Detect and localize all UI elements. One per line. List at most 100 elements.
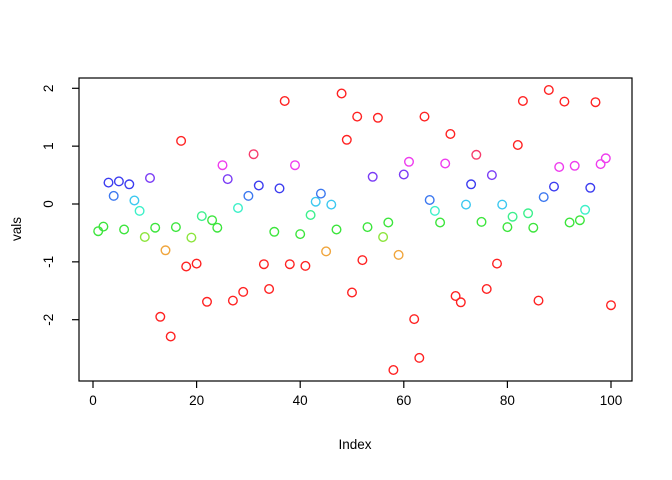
data-point (600, 153, 611, 164)
data-point (176, 135, 187, 146)
data-point (440, 158, 451, 169)
data-point (222, 174, 233, 185)
data-point (523, 208, 534, 219)
data-point (258, 259, 269, 270)
data-point (310, 196, 321, 207)
data-point (217, 160, 228, 171)
data-point (455, 297, 466, 308)
data-point (150, 222, 161, 233)
data-point (253, 180, 264, 191)
data-point (461, 199, 472, 210)
data-point (315, 188, 326, 199)
data-point (388, 365, 399, 376)
data-point (435, 217, 446, 228)
data-point (564, 217, 575, 228)
data-point (108, 190, 119, 201)
data-point (466, 179, 477, 190)
data-point (471, 149, 482, 160)
data-point (248, 149, 259, 160)
data-point (119, 224, 130, 235)
data-point (445, 128, 456, 139)
data-point (476, 216, 487, 227)
data-point (170, 222, 181, 233)
data-point (357, 255, 368, 266)
data-point (139, 231, 150, 242)
data-point (160, 245, 171, 256)
data-point (497, 199, 508, 210)
x-tick-label: 0 (89, 393, 97, 408)
data-point (502, 222, 513, 233)
data-point (538, 192, 549, 203)
data-point (305, 209, 316, 220)
data-point (196, 211, 207, 222)
data-point (326, 199, 337, 210)
data-point (124, 179, 135, 190)
data-point (362, 222, 373, 233)
data-point (606, 300, 617, 311)
data-point (300, 260, 311, 271)
data-point (144, 172, 155, 183)
data-point (585, 182, 596, 193)
data-point (378, 231, 389, 242)
data-point (284, 259, 295, 270)
data-point (212, 222, 223, 233)
data-point (419, 111, 430, 122)
x-tick-label: 80 (500, 393, 515, 408)
data-point (134, 205, 145, 216)
data-point (383, 217, 394, 228)
data-point (347, 287, 358, 298)
data-point (528, 222, 539, 233)
data-point (595, 159, 606, 170)
data-point (398, 169, 409, 180)
data-point (393, 249, 404, 260)
y-axis-ticks: -2 -1 0 1 2 (41, 85, 79, 326)
data-point (181, 261, 192, 272)
data-point (543, 84, 554, 95)
data-point (201, 296, 212, 307)
data-point (404, 156, 415, 167)
data-point (103, 177, 114, 188)
data-point (279, 95, 290, 106)
data-point (295, 229, 306, 240)
y-tick-label: -1 (41, 256, 56, 268)
data-point (155, 311, 166, 322)
data-point (341, 134, 352, 145)
data-point (507, 211, 518, 222)
data-point (549, 181, 560, 192)
data-point (264, 284, 275, 295)
data-point (414, 352, 425, 363)
data-point (486, 170, 497, 181)
x-axis-title: Index (338, 437, 371, 452)
data-point (243, 190, 254, 201)
data-point (367, 171, 378, 182)
data-point (331, 224, 342, 235)
data-point (113, 176, 124, 187)
data-point (129, 195, 140, 206)
data-point (450, 291, 461, 302)
data-point (227, 295, 238, 306)
y-axis-title: vals (9, 217, 24, 241)
data-point (533, 295, 544, 306)
data-point (186, 232, 197, 243)
data-point (232, 202, 243, 213)
data-point (481, 284, 492, 295)
x-tick-label: 100 (600, 393, 623, 408)
data-point (424, 194, 435, 205)
data-point (559, 96, 570, 107)
data-point (580, 204, 591, 215)
x-axis-ticks: 0 20 40 60 80 100 (89, 381, 622, 408)
y-tick-label: -2 (41, 314, 56, 326)
data-point (93, 226, 104, 237)
data-point (569, 160, 580, 171)
data-point (372, 112, 383, 123)
x-tick-label: 20 (189, 393, 204, 408)
data-point (269, 226, 280, 237)
data-point (238, 286, 249, 297)
data-point (554, 161, 565, 172)
y-tick-label: 1 (41, 142, 56, 150)
x-tick-label: 60 (396, 393, 411, 408)
data-point (492, 258, 503, 269)
data-point (336, 88, 347, 99)
